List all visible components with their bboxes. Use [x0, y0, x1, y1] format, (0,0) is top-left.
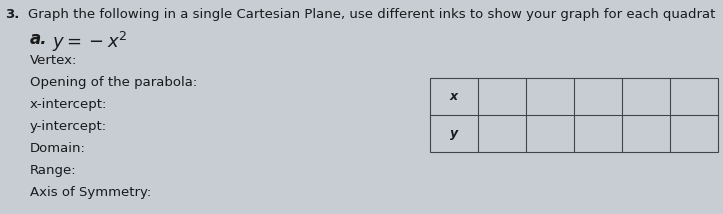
Text: x-intercept:: x-intercept:	[30, 98, 108, 111]
Text: Range:: Range:	[30, 164, 77, 177]
Text: y-intercept:: y-intercept:	[30, 120, 107, 133]
Text: y: y	[450, 127, 458, 140]
Text: 3.: 3.	[5, 8, 20, 21]
Text: Vertex:: Vertex:	[30, 54, 77, 67]
Text: x: x	[450, 90, 458, 103]
Text: Opening of the parabola:: Opening of the parabola:	[30, 76, 197, 89]
Bar	[430, 78, 718, 152]
Text: Domain:: Domain:	[30, 142, 86, 155]
Text: a.: a.	[30, 30, 48, 48]
Text: $y=-x^{2}$: $y=-x^{2}$	[52, 30, 127, 54]
Text: Axis of Symmetry:: Axis of Symmetry:	[30, 186, 151, 199]
Text: Graph the following in a single Cartesian Plane, use different inks to show your: Graph the following in a single Cartesia…	[28, 8, 715, 21]
